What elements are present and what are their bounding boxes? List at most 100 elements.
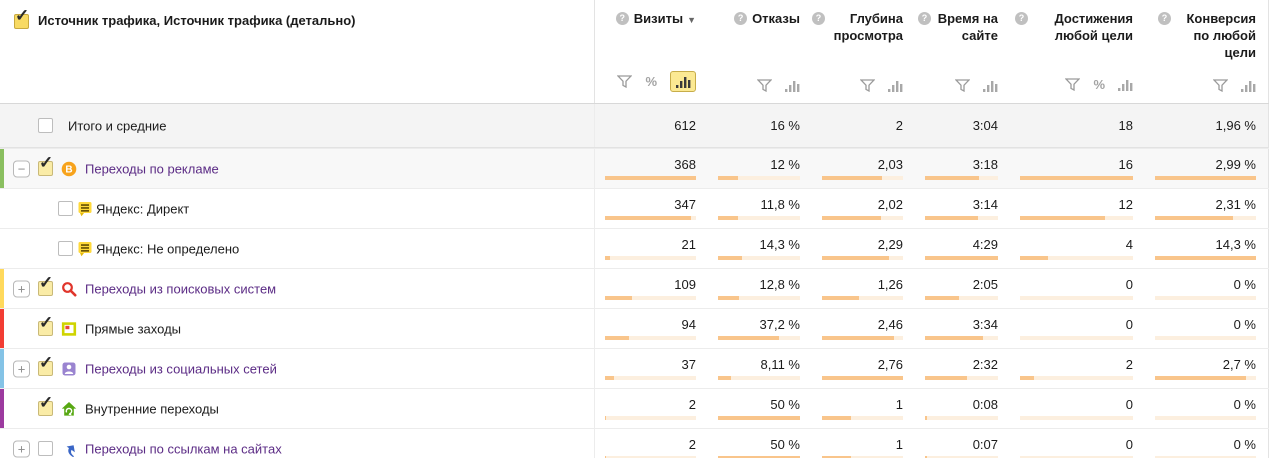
metric-bar: [822, 216, 903, 220]
metric-bar: [822, 176, 903, 180]
metric-cell: 4:29: [915, 229, 1010, 268]
metric-bar: [925, 376, 998, 380]
metric-value: 14,3 %: [759, 237, 800, 252]
traffic-source-link[interactable]: Переходы по рекламе: [85, 161, 219, 176]
metric-cell: 14,3 %: [1145, 229, 1269, 268]
table-row: − ✓ B Переходы по рекламе 368 12 % 2,03 3:18 16 2…: [0, 148, 1269, 188]
chart-icon[interactable]: [1241, 80, 1256, 92]
expand-button[interactable]: +: [13, 440, 30, 457]
metric-value: 21: [681, 237, 696, 252]
column-header-5: ? Конверсия по любой цели: [1145, 0, 1269, 103]
category-color-stripe: [0, 269, 4, 308]
metric-cell: 2,29: [812, 229, 915, 268]
metric-value: 0:07: [972, 437, 998, 452]
metric-value: 2,7 %: [1222, 357, 1256, 372]
filter-icon[interactable]: [617, 75, 633, 88]
row-checkbox[interactable]: [58, 200, 73, 216]
checkmark-icon: ✓: [39, 352, 54, 372]
filter-icon[interactable]: [860, 79, 875, 92]
chart-icon[interactable]: [785, 80, 800, 92]
row-checkbox[interactable]: [38, 440, 53, 456]
help-icon[interactable]: ?: [615, 12, 629, 25]
metric-value: 0: [1125, 437, 1133, 452]
column-tools: [955, 79, 998, 92]
metric-value: 12,8 %: [759, 277, 800, 292]
metric-cell: 0: [1010, 429, 1145, 458]
traffic-source-link[interactable]: Переходы из поисковых систем: [85, 281, 277, 296]
metric-bar: [718, 336, 800, 340]
expand-button[interactable]: +: [13, 280, 30, 297]
metric-bar: [822, 376, 903, 380]
help-icon[interactable]: ?: [1158, 12, 1171, 25]
column-header-label[interactable]: ? Визиты ▼: [615, 10, 696, 29]
table-row: Яндекс: Директ 347 11,8 % 2,02 3:14 12 2,31 %: [0, 188, 1269, 228]
yandex-direct-icon: [77, 201, 93, 217]
column-header-label[interactable]: ? Время на сайте: [918, 10, 998, 44]
help-icon[interactable]: ?: [1015, 12, 1028, 25]
row-checkbox[interactable]: ✓: [38, 354, 53, 376]
metric-value: 2:05: [972, 277, 998, 292]
checkmark-icon: ✓: [39, 392, 54, 412]
row-checkbox[interactable]: [58, 240, 73, 256]
metric-value: 0: [1125, 397, 1133, 412]
row-name-cell: + Переходы по ссылкам на сайтах: [0, 429, 595, 458]
metric-value: 16: [1118, 157, 1133, 172]
column-tools: [1213, 79, 1256, 92]
metric-cell: 50 %: [708, 429, 812, 458]
traffic-source-link[interactable]: Переходы из социальных сетей: [85, 361, 277, 376]
metric-cell: 0 %: [1145, 269, 1269, 308]
expand-button[interactable]: +: [13, 360, 30, 377]
table-row: ✓ Прямые заходы 94 37,2 % 2,46 3:34 0 0 %: [0, 308, 1269, 348]
row-checkbox[interactable]: ✓: [38, 154, 53, 176]
chart-icon[interactable]: [670, 71, 696, 92]
metric-value: 12 %: [770, 157, 800, 172]
metric-cell: 109: [595, 269, 708, 308]
percent-icon[interactable]: %: [645, 74, 657, 89]
checkmark-icon: ✓: [39, 272, 54, 292]
chart-icon[interactable]: [983, 80, 998, 92]
category-color-stripe: [0, 309, 4, 348]
filter-icon[interactable]: [1213, 79, 1228, 92]
metric-bar: [822, 416, 903, 420]
row-checkbox[interactable]: ✓: [38, 394, 53, 416]
metric-value: 368: [674, 157, 696, 172]
collapse-button[interactable]: −: [13, 160, 30, 177]
help-icon[interactable]: ?: [918, 12, 931, 25]
help-icon[interactable]: ?: [734, 12, 748, 25]
metric-cell: 18: [1010, 104, 1145, 147]
column-header-label[interactable]: ? Отказы: [734, 10, 800, 27]
metric-bar: [925, 296, 998, 300]
metric-value: 4: [1125, 237, 1133, 252]
chart-icon[interactable]: [1118, 79, 1133, 91]
traffic-source-link[interactable]: Переходы по ссылкам на сайтах: [85, 441, 282, 456]
row-checkbox[interactable]: [38, 117, 53, 133]
metric-cell: 2,03: [812, 149, 915, 188]
filter-icon[interactable]: [757, 79, 772, 92]
metric-value: 612: [674, 118, 696, 133]
help-icon[interactable]: ?: [812, 12, 825, 25]
internal-icon: [61, 401, 77, 417]
column-header-label[interactable]: ? Глубина просмотра: [812, 10, 903, 44]
metric-value: 2: [1125, 357, 1133, 372]
percent-icon[interactable]: %: [1093, 77, 1105, 92]
metric-value: 0:08: [972, 397, 998, 412]
metric-bar: [1155, 216, 1256, 220]
row-checkbox[interactable]: ✓: [38, 314, 53, 336]
column-header-label[interactable]: ? Конверсия по любой цели: [1158, 10, 1256, 61]
metric-cell: 37: [595, 349, 708, 388]
metric-value: 0 %: [1233, 317, 1256, 332]
column-header-label[interactable]: ? Достижения любой цели: [1015, 10, 1133, 44]
checkmark-icon: ✓: [39, 152, 54, 172]
chart-icon[interactable]: [888, 80, 903, 92]
metric-value: 0: [1125, 277, 1133, 292]
filter-icon[interactable]: [1065, 78, 1081, 91]
metric-value: 1: [895, 397, 903, 412]
filter-icon[interactable]: [955, 79, 970, 92]
table-row: + Переходы по ссылкам на сайтах 2 50 % 1 0:07…: [0, 428, 1269, 458]
metric-cell: 16 %: [708, 104, 812, 147]
metric-bar: [925, 176, 998, 180]
row-checkbox[interactable]: ✓: [38, 274, 53, 296]
column-header-3: ? Время на сайте: [915, 0, 1010, 103]
svg-text:B: B: [65, 164, 72, 175]
select-all-checkbox[interactable]: ✓: [14, 7, 29, 29]
